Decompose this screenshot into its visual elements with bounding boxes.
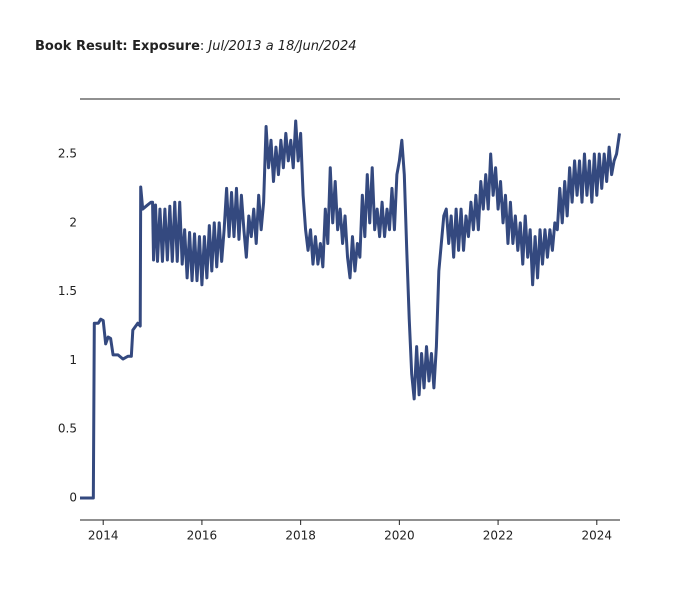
title-separator: : xyxy=(200,39,204,54)
y-tick-label: 1 xyxy=(69,353,77,367)
x-tick-label: 2014 xyxy=(88,529,119,543)
chart-title: Book Result: Exposure xyxy=(35,39,200,54)
x-tick-label: 2022 xyxy=(483,529,514,543)
chart-title-line: Book Result: Exposure: Jul/2013 a 18/Jun… xyxy=(35,39,357,54)
y-tick-label: 2 xyxy=(69,215,77,229)
y-tick-label: 0.5 xyxy=(58,422,77,436)
chart-subtitle: Jul/2013 a 18/Jun/2024 xyxy=(205,39,356,54)
x-tick-label: 2016 xyxy=(187,529,218,543)
y-tick-label: 1.5 xyxy=(58,284,77,298)
line-series xyxy=(80,119,621,500)
x-tick-label: 2018 xyxy=(285,529,316,543)
y-tick-label: 0 xyxy=(69,490,77,504)
y-tick-label: 2.5 xyxy=(58,147,77,161)
x-tick-label: 2020 xyxy=(384,529,415,543)
x-tick-label: 2024 xyxy=(582,529,613,543)
